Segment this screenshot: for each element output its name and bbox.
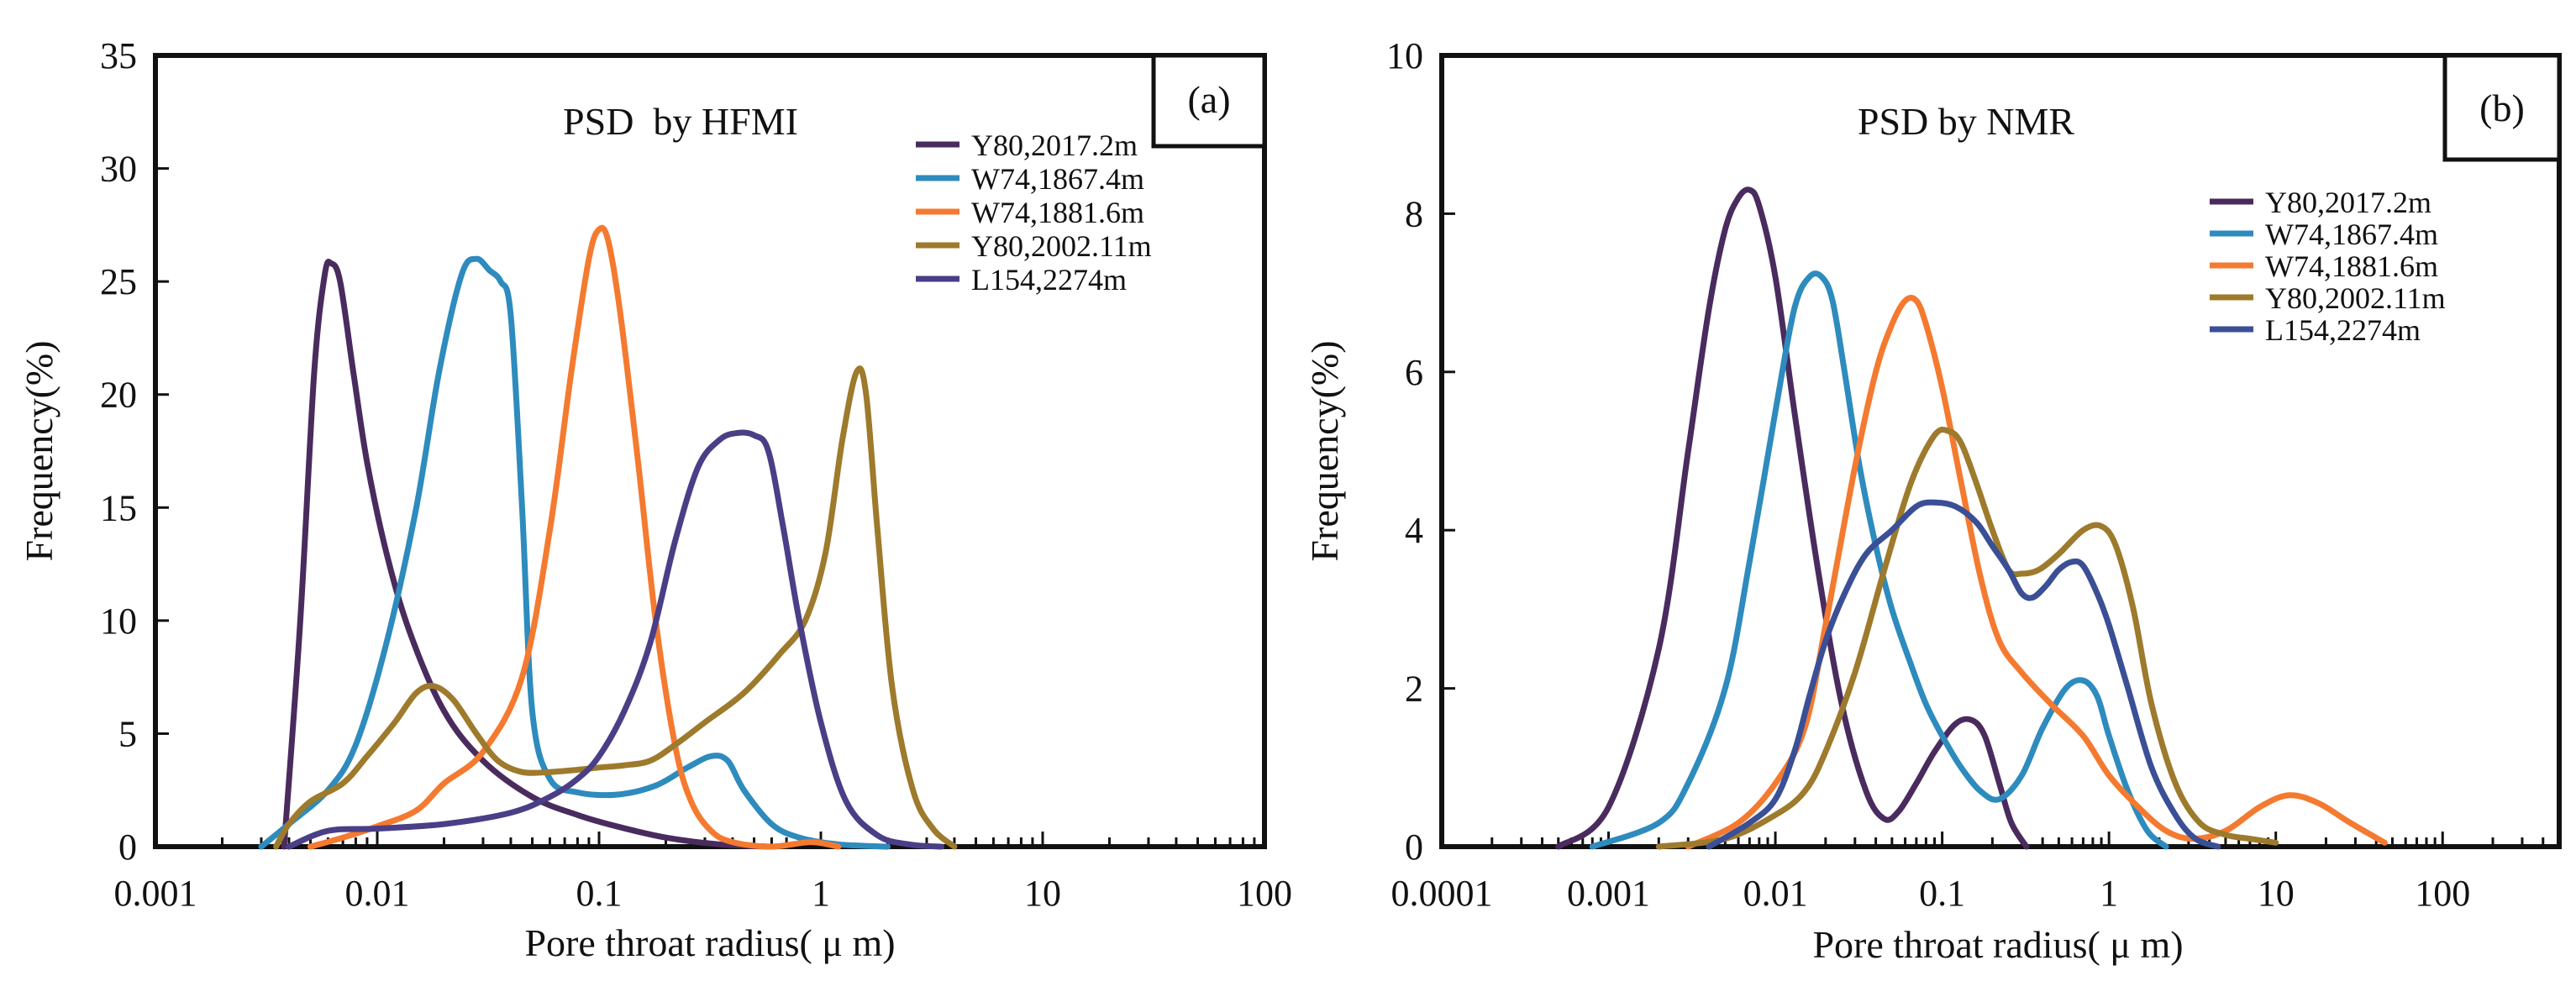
x-tick-label: 100 — [1237, 873, 1292, 914]
legend-label: W74,1881.6m — [2265, 249, 2438, 283]
a-tick-labels: 0.001 0.01 0.1 1 10 100 0 5 10 15 20 25 30 35 — [100, 35, 1292, 914]
series-line — [1655, 426, 2279, 850]
plot-frame-a — [153, 53, 1267, 849]
legend-label: Y80,2002.11m — [971, 229, 1152, 263]
series-line — [1589, 270, 2169, 850]
y-tick-label: 30 — [100, 149, 137, 190]
y-axis-label-b: Frequency(%) — [1303, 340, 1346, 561]
series-line — [273, 365, 958, 850]
y-tick-label: 4 — [1405, 510, 1423, 551]
x-tick-label: 0.001 — [114, 873, 197, 914]
x-tick-label: 0.1 — [1919, 873, 1965, 914]
series-line — [1555, 186, 2030, 850]
series-line — [1685, 295, 2388, 850]
x-tick-label: 1 — [2100, 873, 2118, 914]
chart-title-b: PSD by NMR — [1858, 100, 2075, 143]
series-line — [1706, 499, 2221, 850]
y-axis-label-a: Frequency(%) — [18, 340, 60, 561]
y-tick-label: 5 — [118, 713, 137, 754]
panel-b: 0.0001 0.001 0.01 0.1 1 10 100 0 2 4 6 8 10 (b) PSD … — [1303, 35, 2562, 966]
x-tick-label: 0.01 — [345, 873, 410, 914]
series-line — [258, 255, 891, 850]
x-axis-label-a: Pore throat radius( μ m) — [524, 921, 895, 964]
plot-frame-b — [1439, 53, 2562, 849]
legend-label: L154,2274m — [971, 263, 1127, 296]
x-tick-label: 100 — [2415, 873, 2470, 914]
x-axis-label-b: Pore throat radius( μ m) — [1812, 923, 2183, 966]
x-tick-label: 0.01 — [1743, 873, 1808, 914]
panel-label-box-a — [1151, 53, 1267, 149]
y-tick-label: 2 — [1405, 669, 1423, 710]
panel-a: 0.001 0.01 0.1 1 10 100 0 5 10 15 20 25 30 35 (a) PSD… — [18, 35, 1292, 964]
y-tick-label: 15 — [100, 487, 137, 528]
y-tick-label: 0 — [1405, 826, 1423, 868]
series-line — [281, 259, 775, 850]
series-line — [308, 224, 842, 850]
legend-label: W74,1881.6m — [971, 196, 1144, 229]
panel-label-a: (a) — [1187, 78, 1230, 121]
chart-title-a: PSD by HFMI — [563, 100, 798, 143]
legend-label: W74,1867.4m — [2265, 218, 2438, 251]
legend-label: Y80,2002.11m — [2265, 281, 2446, 315]
y-tick-label: 0 — [118, 826, 137, 868]
y-tick-label: 8 — [1405, 193, 1423, 234]
x-tick-label: 10 — [1024, 873, 1061, 914]
x-tick-label: 0.1 — [576, 873, 623, 914]
x-tick-label: 10 — [2258, 873, 2295, 914]
a-curves — [258, 224, 958, 850]
x-tick-label: 1 — [812, 873, 830, 914]
legend-label: L154,2274m — [2265, 313, 2421, 347]
b-curves — [1555, 186, 2388, 850]
b-ticks — [1440, 54, 2561, 848]
legend-label: Y80,2017.2m — [2265, 186, 2431, 219]
y-tick-label: 25 — [100, 261, 137, 302]
x-tick-label: 0.0001 — [1391, 873, 1493, 914]
y-tick-label: 6 — [1405, 352, 1423, 393]
y-tick-label: 10 — [100, 601, 137, 642]
x-tick-label: 0.001 — [1567, 873, 1650, 914]
legend-a: Y80,2017.2mW74,1867.4mW74,1881.6mY80,200… — [916, 129, 1152, 296]
b-tick-labels: 0.0001 0.001 0.01 0.1 1 10 100 0 2 4 6 8 10 — [1386, 35, 2470, 914]
legend-label: Y80,2017.2m — [971, 129, 1138, 162]
y-tick-label: 35 — [100, 35, 137, 76]
y-tick-label: 20 — [100, 375, 137, 416]
legend-label: W74,1867.4m — [971, 162, 1144, 196]
panel-label-b: (b) — [2479, 87, 2525, 129]
series-line — [286, 429, 945, 850]
legend-b: Y80,2017.2mW74,1867.4mW74,1881.6mY80,200… — [2210, 186, 2446, 347]
panel-label-box-b — [2442, 53, 2562, 162]
y-tick-label: 10 — [1386, 35, 1423, 76]
